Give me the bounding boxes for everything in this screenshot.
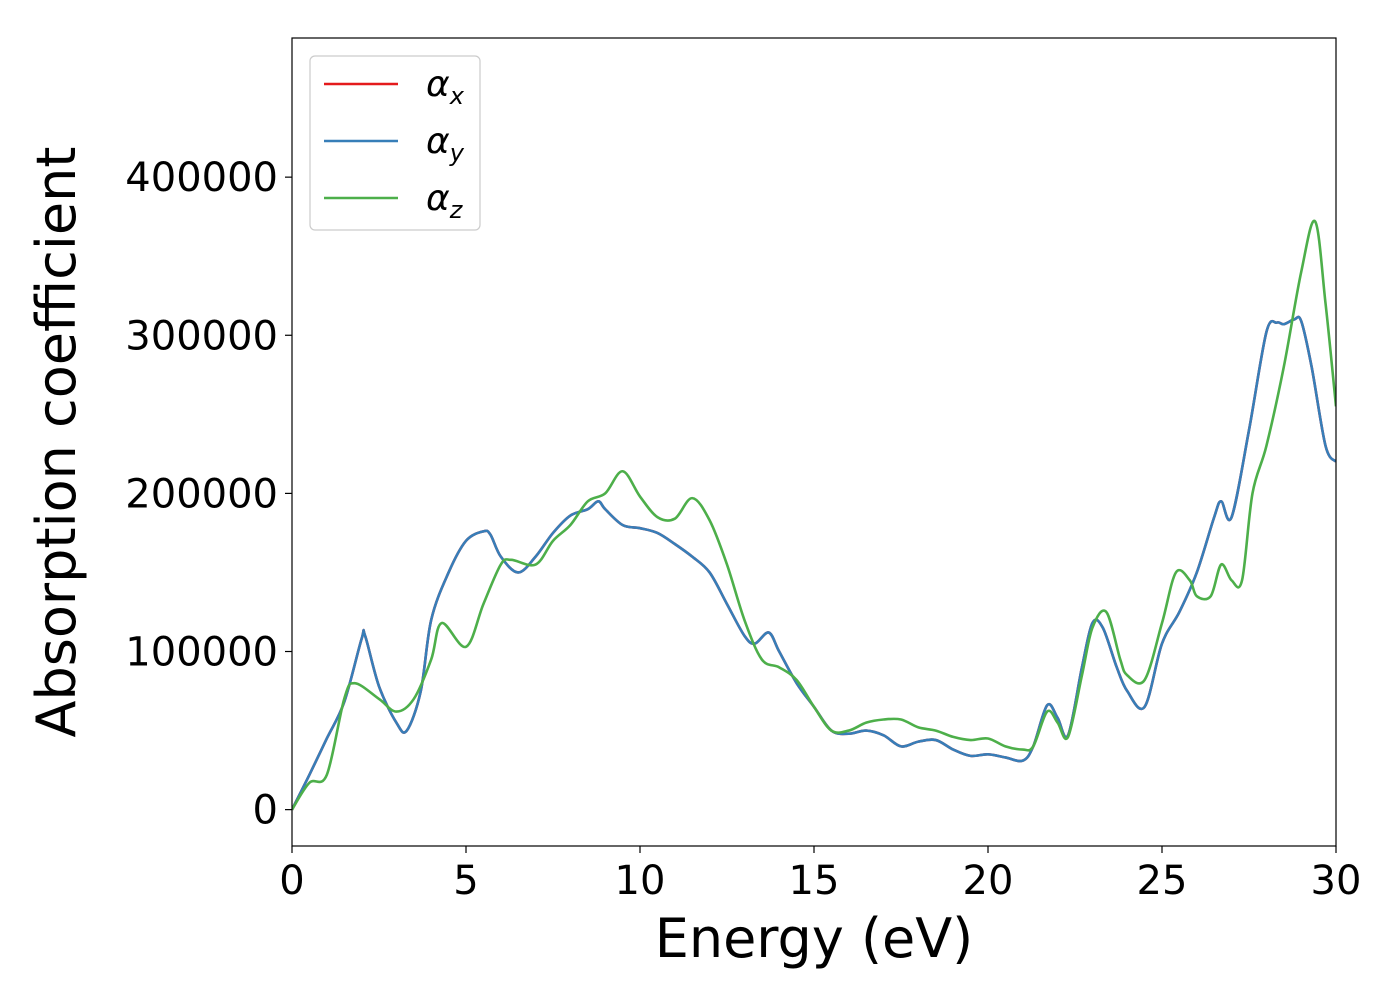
x-axis-ticks: 0 5 10 15 20 25 30 — [279, 846, 1361, 904]
y-tick-label: 0 — [253, 788, 278, 834]
x-tick-label: 5 — [453, 858, 478, 904]
x-tick-label: 10 — [615, 858, 666, 904]
legend-label-x: αx — [426, 64, 465, 110]
y-axis-label: Absorption coefficient — [25, 147, 88, 738]
series-lines — [292, 219, 1336, 811]
legend-label-z: αz — [426, 178, 464, 224]
y-tick-label: 400000 — [125, 155, 278, 201]
series-line-z — [292, 219, 1336, 811]
x-tick-label: 20 — [963, 858, 1014, 904]
y-tick-label: 300000 — [125, 313, 278, 359]
series-line-x — [292, 315, 1336, 811]
series-line-y — [292, 315, 1336, 811]
x-tick-label: 15 — [789, 858, 840, 904]
x-tick-label: 25 — [1137, 858, 1188, 904]
legend-box — [309, 55, 481, 231]
y-tick-label: 200000 — [125, 471, 278, 517]
legend: αx αy αz — [309, 55, 481, 231]
y-tick-label: 100000 — [125, 630, 278, 676]
x-axis-label: Energy (eV) — [655, 907, 974, 970]
y-axis-ticks: 0 100000 200000 300000 400000 — [125, 155, 292, 834]
x-tick-label: 0 — [279, 858, 304, 904]
x-tick-label: 30 — [1311, 858, 1362, 904]
legend-label-y: αy — [426, 121, 465, 167]
